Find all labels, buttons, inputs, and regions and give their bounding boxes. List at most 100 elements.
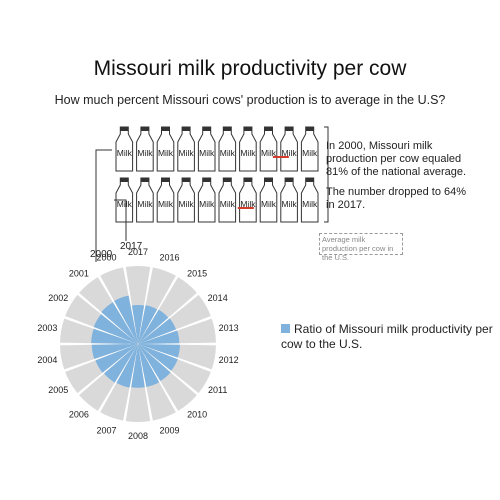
radial-bar-2005 xyxy=(95,344,138,373)
radial-bar-2008 xyxy=(131,344,145,388)
milk-bottle: Milk xyxy=(197,126,216,172)
bottle-label: Milk xyxy=(261,199,277,209)
bottle-label: Milk xyxy=(240,148,256,158)
chart-title: Missouri milk productivity per cow xyxy=(93,57,407,80)
bottle-cap xyxy=(120,178,129,182)
bottle-label: Milk xyxy=(282,148,298,158)
milk-bottle: Milk xyxy=(115,126,134,172)
connector-2000 xyxy=(95,149,112,262)
bottle-label: Milk xyxy=(199,148,215,158)
radial-label-2003: 2003 xyxy=(37,323,57,333)
bottle-label: Milk xyxy=(220,148,236,158)
bottle-label: Milk xyxy=(302,148,318,158)
bottle-cap xyxy=(285,127,294,131)
radial-bar-2007 xyxy=(116,344,138,388)
radial-label-2004: 2004 xyxy=(37,355,57,365)
radial-label-2014: 2014 xyxy=(208,293,228,303)
radial-label-2016: 2016 xyxy=(159,253,179,263)
milk-bottle: Milk xyxy=(259,177,278,223)
bottle-label: Milk xyxy=(179,199,195,209)
radial-bar-2006 xyxy=(104,344,138,383)
milk-bottle: Milk xyxy=(177,126,195,172)
bottle-label: Milk xyxy=(117,199,133,209)
rows-bracket xyxy=(324,126,329,223)
bottle-cap xyxy=(202,178,211,182)
radial-label-2013: 2013 xyxy=(219,323,239,333)
radial-bar-2016 xyxy=(138,305,158,344)
bottle-label: Milk xyxy=(220,199,236,209)
radial-label-2006: 2006 xyxy=(69,410,89,420)
row-year-2000: 2000 xyxy=(90,249,113,260)
legend-label: Ratio of Missouri milk productivity per … xyxy=(281,322,493,351)
bottle-cap xyxy=(243,127,252,131)
note-2017: The number dropped to 64% in 2017. xyxy=(326,186,467,211)
legend-swatch xyxy=(281,324,290,333)
chart-subtitle: How much percent Missouri cows' producti… xyxy=(54,93,446,107)
bottle-cap xyxy=(140,127,149,131)
bottle-label: Milk xyxy=(117,148,133,158)
bottle-label: Milk xyxy=(137,148,153,158)
milk-bottle: Milk xyxy=(300,177,319,223)
connector-2017 xyxy=(114,199,127,241)
bottle-label: Milk xyxy=(158,199,174,209)
bottle-cap xyxy=(140,178,149,182)
bottle-label: Milk xyxy=(137,199,153,209)
radial-bar-2001 xyxy=(101,302,138,344)
bottle-cap xyxy=(305,178,314,182)
bottle-cap xyxy=(264,127,273,131)
bottle-cap xyxy=(285,178,294,182)
radial-label-2015: 2015 xyxy=(187,269,207,279)
bottle-label: Milk xyxy=(199,199,215,209)
radial-bar-2013 xyxy=(138,330,180,344)
radial-bar-2004 xyxy=(91,344,138,360)
milk-bottle: Milk xyxy=(280,177,298,223)
milk-bottle: Milk xyxy=(259,126,278,172)
note-2000: In 2000, Missouri milk production per co… xyxy=(326,140,467,178)
bottle-cap xyxy=(223,127,232,131)
bottle-cap xyxy=(305,127,314,131)
radial-label-2017: 2017 xyxy=(128,247,148,257)
milk-bottle: Milk xyxy=(239,126,257,172)
milk-bottle: Milk xyxy=(136,177,154,223)
bottle-label: Milk xyxy=(179,148,195,158)
radial-label-2000: 2000 xyxy=(96,253,116,263)
radial-label-2002: 2002 xyxy=(48,293,68,303)
milk-bottle: Milk xyxy=(218,126,237,172)
milk-bottle: Milk xyxy=(136,126,154,172)
bottle-label: Milk xyxy=(302,199,318,209)
bottle-cap xyxy=(161,178,170,182)
milk-bottle: Milk xyxy=(177,177,195,223)
bottle-cap xyxy=(120,127,129,131)
radial-bg-2017 xyxy=(125,266,151,344)
radial-bar-2012 xyxy=(138,344,180,358)
radial-bar-2000 xyxy=(114,295,138,344)
radial-label-2010: 2010 xyxy=(187,410,207,420)
bottle-cap xyxy=(243,178,252,182)
row-year-2017: 2017 xyxy=(120,241,143,252)
radial-bar-2003 xyxy=(91,328,138,344)
radial-bar-2014 xyxy=(138,318,177,344)
bottle-label: Milk xyxy=(282,199,298,209)
milk-bottle: Milk xyxy=(239,177,257,223)
radial-bar-2015 xyxy=(138,309,169,344)
milk-bottle: Milk xyxy=(156,177,175,223)
milk-bottle: Milk xyxy=(156,126,175,172)
radial-label-2005: 2005 xyxy=(48,385,68,395)
bottle-label: Milk xyxy=(240,199,256,209)
milk-bottle: Milk xyxy=(218,177,237,223)
milk-bottle: Milk xyxy=(300,126,319,172)
radial-label-2007: 2007 xyxy=(96,426,116,436)
milk-bottle: Milk xyxy=(280,126,298,172)
radial-bar-2011 xyxy=(138,344,178,371)
bottle-cap xyxy=(264,178,273,182)
milk-bottle: Milk xyxy=(197,177,216,223)
radial-bar-2010 xyxy=(138,344,171,382)
radial-label-2008: 2008 xyxy=(128,431,148,441)
legend: Ratio of Missouri milk productivity per … xyxy=(281,322,500,352)
bottle-cap xyxy=(202,127,211,131)
radial-bar-2002 xyxy=(93,314,138,344)
bottle-cap xyxy=(182,178,191,182)
bottle-label: Milk xyxy=(261,148,277,158)
radial-label-2001: 2001 xyxy=(69,269,89,279)
